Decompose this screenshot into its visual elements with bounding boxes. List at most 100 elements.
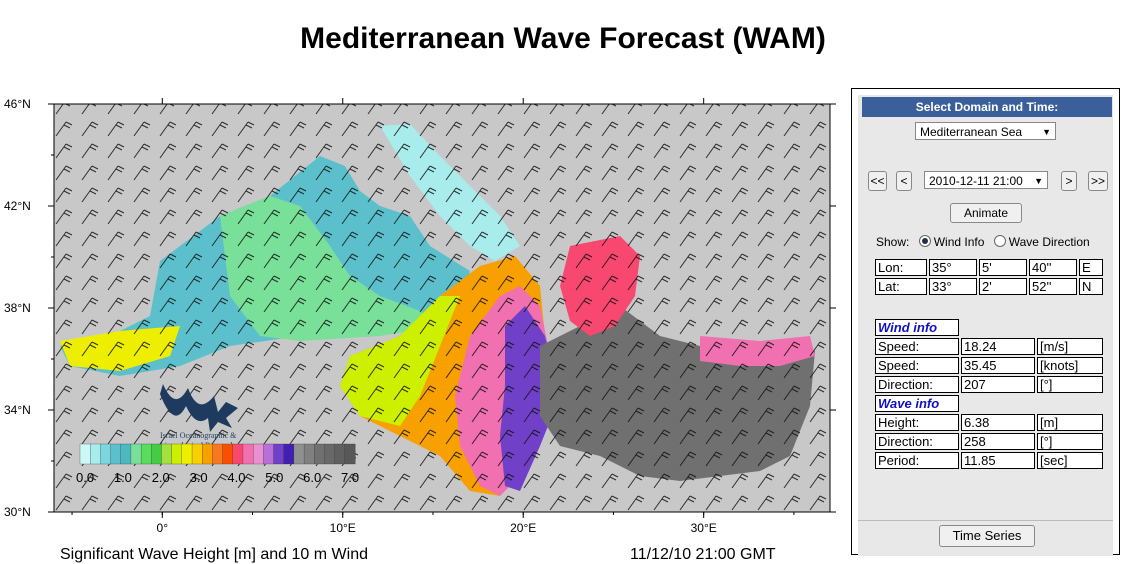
- panel-header: Select Domain and Time:: [862, 97, 1112, 117]
- colorbar-swatch: [110, 443, 122, 465]
- wind-speed-knots-label: Speed:: [875, 357, 959, 374]
- wind-direction-row: Direction: 207 [°]: [875, 376, 1103, 393]
- colorbar: 0.0 1.0 2.0 3.0 4.0 5.0 6.0 7.0: [76, 443, 359, 485]
- colorbar-swatch: [263, 443, 274, 465]
- colorbar-swatch: [303, 443, 315, 465]
- wind-speed-knots-row: Speed: 35.45 [knots]: [875, 357, 1103, 374]
- colorbar-label: 1.0: [114, 470, 132, 485]
- wind-speed-unit: [m/s]: [1037, 338, 1103, 355]
- colorbar-swatch: [232, 443, 244, 465]
- control-panel-body: Select Domain and Time: Mediterranean Se…: [858, 95, 1113, 556]
- time-select[interactable]: 2010-12-11 21:00 ▼: [924, 171, 1048, 189]
- chevron-down-icon: ▼: [1042, 127, 1051, 137]
- control-panel: Select Domain and Time: Mediterranean Se…: [851, 88, 1120, 556]
- wave-direction-label: Direction:: [875, 433, 959, 450]
- lat-sec: 52'': [1029, 278, 1077, 295]
- lon-deg: 35°: [929, 259, 977, 276]
- colorbar-swatch: [90, 443, 101, 465]
- colorbar-swatch: [252, 443, 264, 465]
- colorbar-swatch: [314, 443, 325, 465]
- x-tick-label: 20°E: [510, 521, 536, 535]
- y-tick-label: 30°N: [4, 505, 31, 519]
- lon-label: Lon:: [875, 259, 927, 276]
- next-time-button[interactable]: >: [1061, 171, 1077, 191]
- wave-period-label: Period:: [875, 452, 959, 469]
- animate-button[interactable]: Animate: [950, 203, 1022, 223]
- wind-speed-ms-row: Speed: 18.24 [m/s]: [875, 338, 1103, 355]
- page-title: Mediterranean Wave Forecast (WAM): [300, 22, 826, 55]
- colorbar-swatch: [283, 443, 295, 465]
- colorbar-swatch: [100, 443, 112, 465]
- y-axis: 46°N 42°N 38°N 34°N 30°N: [4, 97, 836, 519]
- colorbar-swatch: [171, 443, 183, 465]
- wind-info-title: Wind info: [875, 319, 959, 336]
- wave-period-unit: [sec]: [1037, 452, 1103, 469]
- wave-direction-option-label[interactable]: Wave Direction: [1008, 235, 1090, 249]
- y-tick-label: 34°N: [4, 403, 31, 417]
- coordinates-table: Lon: 35° 5' 40'' E Lat: 33° 2' 52'' N: [873, 257, 1105, 297]
- colorbar-swatch: [181, 443, 193, 465]
- lon-sec: 40'': [1029, 259, 1077, 276]
- wind-direction-value: 207: [961, 376, 1035, 393]
- colorbar-swatch: [161, 443, 173, 465]
- colorbar-label: 4.0: [227, 470, 245, 485]
- prev-time-button[interactable]: <: [896, 171, 912, 191]
- wind-info-title-row: Wind info: [875, 319, 1103, 336]
- wind-direction-label: Direction:: [875, 376, 959, 393]
- colorbar-label: 5.0: [265, 470, 283, 485]
- chevron-down-icon: ▼: [1034, 176, 1043, 186]
- colorbar-swatch: [130, 443, 142, 465]
- logo-text-1: Israel Oceanographic &: [160, 431, 237, 440]
- wave-direction-radio[interactable]: [993, 235, 1006, 247]
- colorbar-swatch: [79, 443, 91, 465]
- wave-map[interactable]: 46°N 42°N 38°N 34°N 30°N 0° 10°E 20°E 30°E Isra…: [0, 96, 850, 555]
- x-axis: 0° 10°E 20°E 30°E: [71, 98, 795, 535]
- wave-direction-row: Direction: 258 [°]: [875, 433, 1103, 450]
- first-time-button[interactable]: <<: [868, 171, 887, 191]
- map-caption: Significant Wave Height [m] and 10 m Win…: [60, 546, 368, 563]
- domain-select[interactable]: Mediterranean Sea ▼: [915, 122, 1056, 140]
- colorbar-swatch: [202, 443, 213, 465]
- wave-period-row: Period: 11.85 [sec]: [875, 452, 1103, 469]
- colorbar-label: 2.0: [152, 470, 170, 485]
- x-tick-label: 10°E: [330, 521, 356, 535]
- lon-row: Lon: 35° 5' 40'' E: [875, 259, 1103, 276]
- domain-select-value: Mediterranean Sea: [920, 125, 1023, 139]
- colorbar-swatch: [140, 443, 152, 465]
- y-tick-label: 42°N: [4, 199, 31, 213]
- colorbar-swatch: [191, 443, 203, 465]
- lat-row: Lat: 33° 2' 52'' N: [875, 278, 1103, 295]
- colorbar-swatch: [273, 443, 285, 465]
- colorbar-label: 0.0: [76, 470, 94, 485]
- y-tick-label: 46°N: [4, 97, 31, 111]
- wave-info-title-row: Wave info: [875, 395, 1103, 412]
- wave-info-title: Wave info: [875, 395, 959, 412]
- lat-deg: 33°: [929, 278, 977, 295]
- colorbar-swatch: [222, 443, 234, 465]
- wave-height-value: 6.38: [961, 414, 1035, 431]
- logo-wave-icon: [160, 384, 238, 432]
- wave-direction-value: 258: [961, 433, 1035, 450]
- wave-period-value: 11.85: [961, 452, 1035, 469]
- wind-speed-label: Speed:: [875, 338, 959, 355]
- wind-info-option-label[interactable]: Wind Info: [933, 235, 985, 249]
- panel-divider: [858, 520, 1113, 521]
- show-options: Show: Wind Info Wave Direction: [876, 235, 1090, 249]
- lat-label: Lat:: [875, 278, 927, 295]
- colorbar-swatch: [242, 443, 254, 465]
- colorbar-swatch: [344, 443, 356, 465]
- lon-min: 5': [979, 259, 1027, 276]
- wind-speed-value: 18.24: [961, 338, 1035, 355]
- wave-height-label: Height:: [875, 414, 959, 431]
- wave-direction-unit: [°]: [1037, 433, 1103, 450]
- colorbar-label: 7.0: [341, 470, 359, 485]
- last-time-button[interactable]: >>: [1088, 171, 1108, 191]
- colorbar-swatch: [151, 443, 162, 465]
- wind-info-radio[interactable]: [918, 235, 931, 247]
- lon-hemi: E: [1079, 259, 1103, 276]
- time-series-button[interactable]: Time Series: [939, 525, 1035, 547]
- colorbar-swatch: [120, 443, 132, 465]
- colorbar-label: 3.0: [190, 470, 208, 485]
- colorbar-label: 6.0: [303, 470, 321, 485]
- map-caption-time: 11/12/10 21:00 GMT: [630, 546, 776, 563]
